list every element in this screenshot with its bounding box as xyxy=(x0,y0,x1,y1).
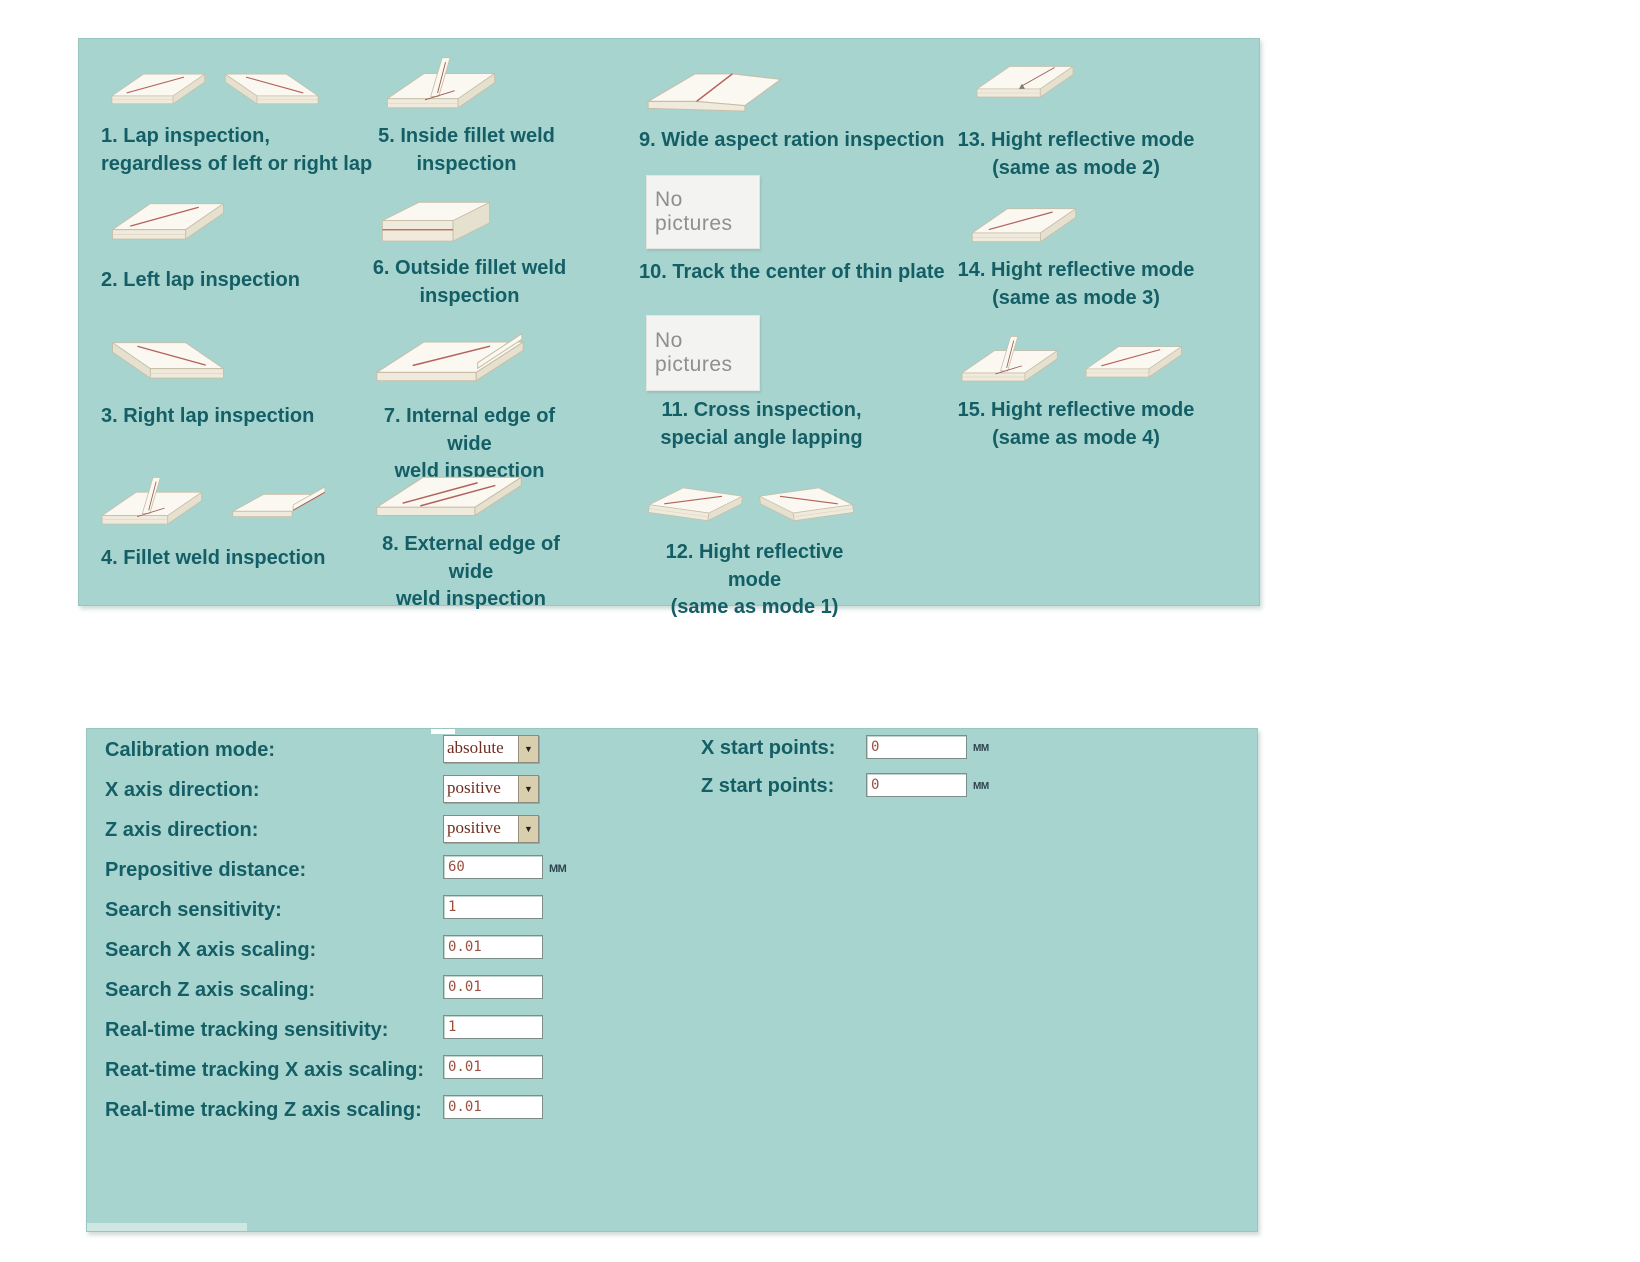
mode-5-label: 5. Inside fillet weld inspection xyxy=(378,125,555,175)
mode-12-label: 12. Hight reflective mode (same as mode … xyxy=(665,541,844,619)
search-sensitivity-label: Search sensitivity: xyxy=(105,899,282,921)
search-x-scaling-label: Search X axis scaling: xyxy=(105,939,317,961)
x-axis-direction-label: X axis direction: xyxy=(105,779,260,801)
realtime-sensitivity-label: Real-time tracking sensitivity: xyxy=(105,1019,389,1041)
mode-14-label: 14. Hight reflective mode (same as mode … xyxy=(957,259,1195,309)
z-start-points-unit: MM xyxy=(973,781,989,792)
z-start-points-input[interactable] xyxy=(866,773,967,797)
no-pictures-text: No pictures xyxy=(655,329,733,376)
mode-4-illustration xyxy=(99,459,337,543)
mode-2-illustration xyxy=(109,189,227,249)
z-start-points-label: Z start points: xyxy=(701,775,835,797)
realtime-z-scaling-input[interactable] xyxy=(443,1095,543,1119)
calibration-form-panel: Calibration mode: X axis direction: Z ax… xyxy=(86,728,1258,1232)
dropdown-arrow-icon[interactable]: ▼ xyxy=(518,776,538,802)
mode-7-illustration xyxy=(374,325,526,395)
no-pictures-text: No pictures xyxy=(655,188,733,235)
x-start-points-unit: MM xyxy=(973,743,989,754)
calibration-mode-label: Calibration mode: xyxy=(105,739,276,761)
mode-1-label: 1. Lap inspection, regardless of left or… xyxy=(101,125,373,175)
mode-8-label: 8. External edge of wide weld inspection xyxy=(382,533,560,611)
combo-value: positive xyxy=(447,778,501,797)
mode-5-illustration xyxy=(384,43,498,123)
prepositive-distance-label: Prepositive distance: xyxy=(105,859,307,881)
panel-bottom-step xyxy=(87,1223,247,1231)
mode-9-illustration xyxy=(644,55,796,123)
mode-3-label: 3. Right lap inspection xyxy=(101,405,315,427)
mode-15-label: 15. Hight reflective mode (same as mode … xyxy=(957,399,1195,449)
dropdown-arrow-icon[interactable]: ▼ xyxy=(518,816,538,842)
search-z-scaling-label: Search Z axis scaling: xyxy=(105,979,316,1001)
mode-3-illustration xyxy=(109,327,227,389)
mode-6-label: 6. Outside fillet weld inspection xyxy=(372,257,567,307)
prepositive-distance-unit: MM xyxy=(549,863,567,875)
dropdown-arrow-icon[interactable]: ▼ xyxy=(518,736,538,762)
realtime-sensitivity-input[interactable] xyxy=(443,1015,543,1039)
mode-12-illustration xyxy=(647,469,855,543)
mode-13-illustration xyxy=(974,41,1076,121)
calibration-mode-select[interactable]: absolute ▼ xyxy=(443,735,539,763)
mode-2-label: 2. Left lap inspection xyxy=(101,269,300,291)
z-axis-direction-label: Z axis direction: xyxy=(105,819,259,841)
mode-7-label: 7. Internal edge of wide weld inspection xyxy=(383,405,556,483)
realtime-x-scaling-input[interactable] xyxy=(443,1055,543,1079)
search-z-scaling-input[interactable] xyxy=(443,975,543,999)
mode-15-illustration xyxy=(959,321,1187,397)
x-start-points-label: X start points: xyxy=(701,737,836,759)
no-pictures-placeholder-1: No pictures xyxy=(646,175,760,249)
mode-8-illustration xyxy=(374,461,524,529)
combo-value: positive xyxy=(447,818,501,837)
search-sensitivity-input[interactable] xyxy=(443,895,543,919)
mode-14-illustration xyxy=(969,187,1079,259)
z-axis-direction-select[interactable]: positive ▼ xyxy=(443,815,539,843)
x-axis-direction-select[interactable]: positive ▼ xyxy=(443,775,539,803)
mode-11-label: 11. Cross inspection, special angle lapp… xyxy=(660,399,863,449)
realtime-z-scaling-label: Real-time tracking Z axis scaling: xyxy=(105,1099,422,1121)
mode-10-label: 10. Track the center of thin plate xyxy=(639,261,945,283)
realtime-x-scaling-label: Reat-time tracking X axis scaling: xyxy=(105,1059,425,1081)
mode-4-label: 4. Fillet weld inspection xyxy=(101,547,326,569)
combo-value: absolute xyxy=(447,738,504,757)
mode-9-label: 9. Wide aspect ration inspection xyxy=(639,129,945,151)
mode-13-label: 13. Hight reflective mode (same as mode … xyxy=(957,129,1195,179)
mode-1-illustration xyxy=(109,49,321,125)
no-pictures-placeholder-2: No pictures xyxy=(646,315,760,391)
panel-notch xyxy=(431,729,455,734)
prepositive-distance-input[interactable] xyxy=(443,855,543,879)
mode-6-illustration xyxy=(379,191,493,253)
weld-modes-panel: 1. Lap inspection, regardless of left or… xyxy=(78,38,1260,618)
search-x-scaling-input[interactable] xyxy=(443,935,543,959)
x-start-points-input[interactable] xyxy=(866,735,967,759)
